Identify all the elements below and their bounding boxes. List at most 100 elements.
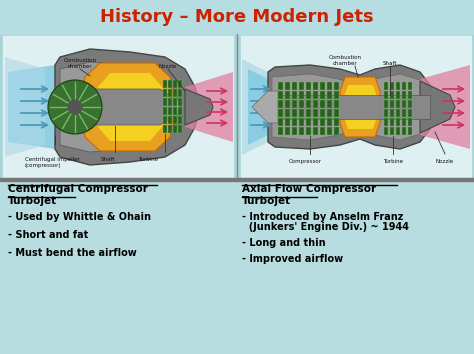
Bar	[384, 109, 388, 117]
Bar	[292, 91, 297, 99]
Bar	[0, 0, 474, 34]
Text: History – More Modern Jets: History – More Modern Jets	[100, 8, 374, 26]
Bar	[0, 178, 474, 181]
Bar	[278, 127, 283, 135]
Bar	[408, 118, 412, 126]
Bar	[168, 89, 172, 97]
Bar	[278, 82, 283, 90]
Text: Combustion
chamber: Combustion chamber	[328, 55, 362, 66]
Bar	[299, 118, 304, 126]
Polygon shape	[185, 72, 233, 142]
Bar	[178, 80, 182, 88]
Bar	[327, 118, 332, 126]
Text: Centrifugal impeller
(compressor): Centrifugal impeller (compressor)	[25, 157, 80, 168]
Bar	[299, 100, 304, 108]
Bar	[292, 82, 297, 90]
Polygon shape	[268, 95, 430, 119]
Polygon shape	[420, 65, 470, 149]
Bar	[299, 91, 304, 99]
Bar	[306, 109, 311, 117]
Bar	[334, 82, 339, 90]
Polygon shape	[5, 57, 45, 157]
Bar	[168, 98, 172, 106]
Text: Shaft: Shaft	[383, 61, 397, 66]
Bar	[313, 91, 318, 99]
Bar	[168, 116, 172, 124]
Bar	[402, 91, 406, 99]
Bar	[285, 82, 290, 90]
Bar	[408, 100, 412, 108]
Bar	[0, 178, 474, 354]
Bar	[320, 82, 325, 90]
Bar	[408, 91, 412, 99]
Bar	[168, 80, 172, 88]
Bar	[396, 100, 400, 108]
Bar	[320, 127, 325, 135]
Bar	[334, 100, 339, 108]
Bar	[384, 118, 388, 126]
Bar	[178, 125, 182, 133]
Bar	[334, 109, 339, 117]
Bar	[384, 82, 388, 90]
Bar	[278, 91, 283, 99]
Polygon shape	[248, 69, 268, 145]
Polygon shape	[55, 49, 200, 165]
Bar	[327, 82, 332, 90]
Bar	[278, 100, 283, 108]
Text: Compressor: Compressor	[289, 159, 321, 164]
Bar	[163, 98, 167, 106]
Polygon shape	[340, 77, 380, 137]
Text: Turbine: Turbine	[138, 157, 158, 162]
Circle shape	[68, 100, 82, 114]
Text: (Junkers' Engine Div.) ~ 1944: (Junkers' Engine Div.) ~ 1944	[242, 222, 409, 232]
Text: - Improved airflow: - Improved airflow	[242, 254, 343, 264]
Bar	[390, 100, 394, 108]
Bar	[178, 116, 182, 124]
Circle shape	[48, 80, 102, 134]
Bar	[320, 118, 325, 126]
Text: Turbojet: Turbojet	[242, 196, 291, 206]
Bar	[327, 109, 332, 117]
Bar	[402, 100, 406, 108]
Polygon shape	[95, 73, 166, 141]
Text: Axial Flow Compressor: Axial Flow Compressor	[242, 184, 376, 194]
Bar	[390, 118, 394, 126]
Bar	[327, 91, 332, 99]
Bar	[3, 36, 233, 177]
Polygon shape	[60, 62, 180, 152]
Bar	[285, 91, 290, 99]
Text: - Must bend the airflow: - Must bend the airflow	[8, 248, 137, 258]
Bar	[320, 91, 325, 99]
Bar	[320, 100, 325, 108]
Text: - Long and thin: - Long and thin	[242, 238, 326, 248]
Bar	[396, 118, 400, 126]
Bar	[299, 82, 304, 90]
Bar	[402, 118, 406, 126]
Text: Turbojet: Turbojet	[8, 196, 57, 206]
Bar	[306, 91, 311, 99]
Polygon shape	[268, 65, 435, 149]
Bar	[285, 118, 290, 126]
Bar	[306, 118, 311, 126]
Bar	[313, 118, 318, 126]
Bar	[334, 91, 339, 99]
Bar	[390, 109, 394, 117]
Bar	[173, 125, 177, 133]
Polygon shape	[272, 74, 428, 140]
Bar	[313, 82, 318, 90]
Bar	[313, 100, 318, 108]
Bar	[285, 100, 290, 108]
Bar	[168, 125, 172, 133]
Bar	[163, 125, 167, 133]
Bar	[384, 91, 388, 99]
Polygon shape	[60, 89, 175, 125]
Bar	[299, 127, 304, 135]
Bar	[334, 118, 339, 126]
Text: - Used by Whittle & Ohain: - Used by Whittle & Ohain	[8, 212, 151, 222]
Polygon shape	[252, 91, 278, 123]
Bar	[178, 107, 182, 115]
Text: Turbine: Turbine	[383, 159, 403, 164]
Bar	[313, 109, 318, 117]
Bar	[390, 91, 394, 99]
Bar	[396, 127, 400, 135]
